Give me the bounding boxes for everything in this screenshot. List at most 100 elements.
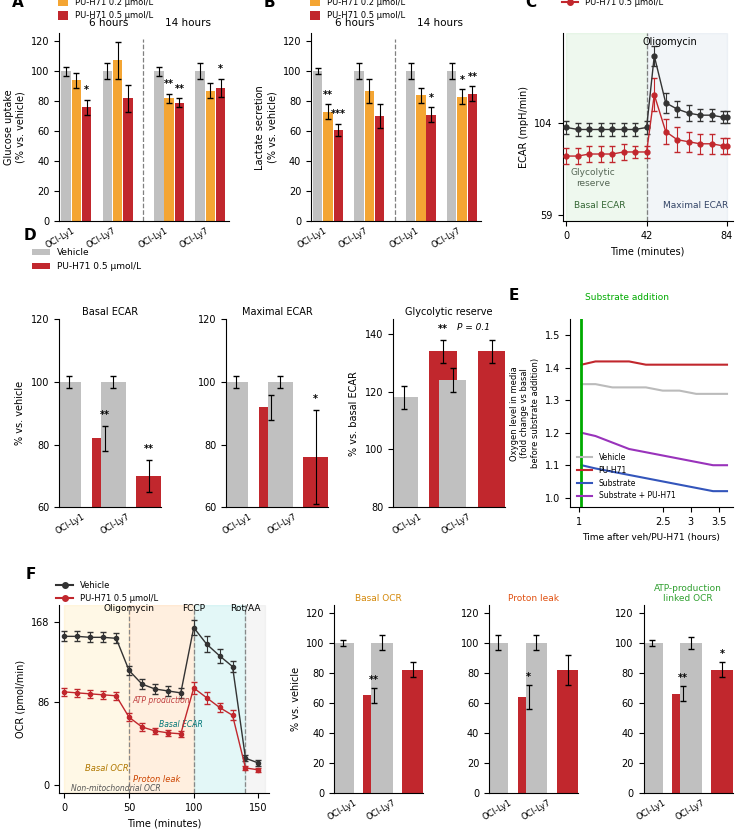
Text: Oligomycin: Oligomycin xyxy=(642,38,697,47)
Text: *: * xyxy=(460,74,465,84)
Bar xyxy=(92,438,117,696)
Bar xyxy=(518,697,539,793)
Text: **: ** xyxy=(438,324,448,334)
Bar xyxy=(402,670,424,793)
Text: Substrate addition: Substrate addition xyxy=(585,293,669,302)
Text: 14 hours: 14 hours xyxy=(417,18,463,28)
Text: *: * xyxy=(84,85,90,95)
Bar xyxy=(72,80,81,221)
Bar xyxy=(673,694,694,793)
Text: F: F xyxy=(26,567,36,582)
Bar xyxy=(457,97,467,221)
Bar xyxy=(136,476,161,696)
Text: E: E xyxy=(508,288,519,303)
Y-axis label: % vs. vehicle: % vs. vehicle xyxy=(291,667,300,731)
Bar xyxy=(711,670,733,793)
Y-axis label: % vs. basal ECAR: % vs. basal ECAR xyxy=(349,371,360,456)
Bar xyxy=(391,397,417,739)
Y-axis label: Glucose uptake
(% vs. vehicle): Glucose uptake (% vs. vehicle) xyxy=(4,89,25,165)
Legend: Vehicle, PU-H71 0.5 μmol/L: Vehicle, PU-H71 0.5 μmol/L xyxy=(558,0,666,10)
X-axis label: Time after veh/PU-H71 (hours): Time after veh/PU-H71 (hours) xyxy=(582,533,720,542)
Title: Glycolytic reserve: Glycolytic reserve xyxy=(406,307,493,317)
Text: Non-mitochondrial OCR: Non-mitochondrial OCR xyxy=(71,784,161,793)
Bar xyxy=(82,107,92,221)
Text: B: B xyxy=(263,0,275,10)
Text: Oligomycin: Oligomycin xyxy=(104,604,155,613)
Bar xyxy=(64,605,129,793)
Bar xyxy=(313,71,323,221)
Legend: Vehicle, PU-H71, Substrate, Substrate + PU-H71: Vehicle, PU-H71, Substrate, Substrate + … xyxy=(574,450,679,504)
Bar xyxy=(61,71,71,221)
Text: **: ** xyxy=(679,673,688,683)
Legend: Vehicle, PU-H71 0.2 μmol/L, PU-H71 0.5 μmol/L: Vehicle, PU-H71 0.2 μmol/L, PU-H71 0.5 μ… xyxy=(55,0,156,23)
Text: P = 0.1: P = 0.1 xyxy=(457,323,490,332)
Text: A: A xyxy=(12,0,24,10)
Bar xyxy=(223,382,249,696)
Bar xyxy=(206,90,215,221)
Y-axis label: Lactate secretion
(% vs. vehicle): Lactate secretion (% vs. vehicle) xyxy=(255,85,277,170)
Text: D: D xyxy=(24,228,36,243)
Text: ATP production: ATP production xyxy=(132,696,190,705)
Text: Basal ECAR: Basal ECAR xyxy=(159,720,203,729)
Text: C: C xyxy=(525,0,536,10)
Text: Glycolytic
reserve: Glycolytic reserve xyxy=(571,168,616,188)
Text: Rot/AA: Rot/AA xyxy=(230,604,260,613)
Text: *: * xyxy=(218,64,223,74)
Text: **: ** xyxy=(99,410,110,420)
Text: **: ** xyxy=(369,675,379,685)
Bar xyxy=(416,95,426,221)
Title: Maximal ECAR: Maximal ECAR xyxy=(241,307,312,317)
Bar xyxy=(365,90,374,221)
Bar xyxy=(354,71,364,221)
Text: *: * xyxy=(526,672,531,682)
Bar xyxy=(478,351,505,739)
Text: *: * xyxy=(720,650,724,660)
Y-axis label: Oxygen level in media
(fold change vs basal
before substrate addition): Oxygen level in media (fold change vs ba… xyxy=(510,358,539,468)
Bar xyxy=(332,643,354,793)
Bar xyxy=(123,98,132,221)
Y-axis label: ECAR (mpH/min): ECAR (mpH/min) xyxy=(519,87,529,169)
Text: Basal ECAR: Basal ECAR xyxy=(574,201,626,210)
Bar xyxy=(642,643,663,793)
Text: Proton leak: Proton leak xyxy=(133,775,181,783)
Title: Basal ECAR: Basal ECAR xyxy=(82,307,138,317)
Bar xyxy=(447,71,457,221)
Bar xyxy=(680,643,702,793)
Text: Maximal ECAR: Maximal ECAR xyxy=(662,201,728,210)
Bar xyxy=(164,98,174,221)
Bar xyxy=(101,382,126,696)
Bar xyxy=(375,116,384,221)
Bar xyxy=(468,94,477,221)
Bar xyxy=(194,605,246,793)
Text: *: * xyxy=(313,394,318,404)
Bar xyxy=(154,71,164,221)
Y-axis label: OCR (pmol/min): OCR (pmol/min) xyxy=(16,660,26,738)
Text: *: * xyxy=(428,93,434,103)
Bar xyxy=(429,351,457,739)
X-axis label: Time (minutes): Time (minutes) xyxy=(610,247,685,256)
Bar xyxy=(406,71,415,221)
Text: 14 hours: 14 hours xyxy=(166,18,212,28)
Title: Proton leak: Proton leak xyxy=(508,594,559,603)
Text: Basal OCR: Basal OCR xyxy=(85,764,129,773)
Bar xyxy=(268,382,293,696)
Bar xyxy=(129,605,194,793)
X-axis label: Time (minutes): Time (minutes) xyxy=(127,818,201,828)
Text: **: ** xyxy=(323,89,333,99)
Bar xyxy=(259,407,284,696)
Bar xyxy=(556,670,579,793)
Bar xyxy=(113,60,122,221)
Bar xyxy=(566,33,647,221)
Bar xyxy=(647,33,727,221)
Text: 6 hours: 6 hours xyxy=(89,18,128,28)
Y-axis label: % vs. vehicle: % vs. vehicle xyxy=(16,382,25,445)
Legend: Vehicle, PU-H71 0.2 μmol/L, PU-H71 0.5 μmol/L: Vehicle, PU-H71 0.2 μmol/L, PU-H71 0.5 μ… xyxy=(306,0,408,23)
Text: **: ** xyxy=(164,79,174,89)
Bar xyxy=(323,112,333,221)
Bar xyxy=(426,114,436,221)
Bar xyxy=(246,605,265,793)
Text: **: ** xyxy=(144,444,154,454)
Bar xyxy=(103,71,112,221)
Bar xyxy=(175,103,184,221)
Bar xyxy=(334,129,343,221)
